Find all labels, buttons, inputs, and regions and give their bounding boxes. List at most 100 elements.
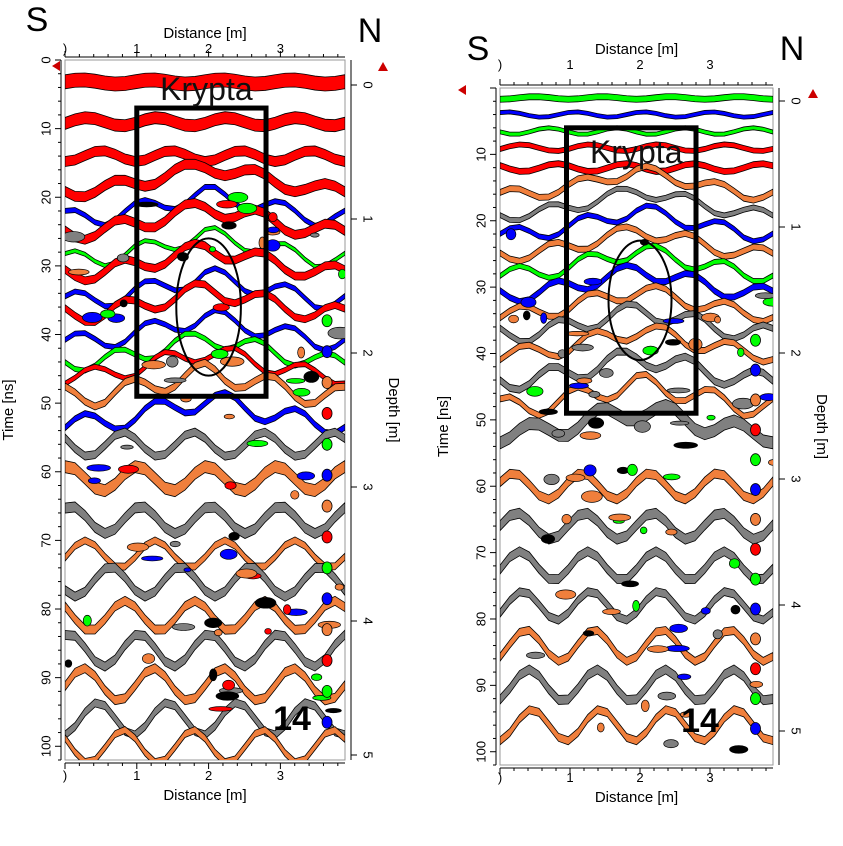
reflection-blob [209,668,218,682]
reflection-blob [579,431,602,440]
reflection-green [500,242,773,284]
time-tick-label: 50 [38,396,53,410]
reflection-gray [65,698,345,740]
reflection-red [65,72,345,92]
reflection-orange [500,625,773,666]
x-tick-label: 2 [205,768,212,783]
x-tick-label: 3 [277,768,284,783]
reflection-blob [679,711,693,718]
reflection-orange [65,595,345,635]
direction-south: S [26,1,49,39]
reflection-blob [657,691,677,701]
x-tick-label: 1 [566,770,573,785]
reflection-blob [662,473,681,481]
reflection-blob [543,473,560,485]
reflection-blob [583,464,597,477]
reflection-blob [665,528,678,536]
reflection-gray [500,664,773,706]
time-tick-label: 10 [473,147,488,161]
reflection-green [500,93,773,103]
reflection-blob [126,542,149,552]
edge-anomaly [321,623,333,637]
reflection-blob [700,607,711,615]
reflection-red [65,198,345,245]
x-tick-label: ) [498,57,502,72]
reflection-blob [303,371,320,383]
x-tick-label: 1 [566,57,573,72]
reflection-blob [290,490,300,500]
reflection-blue [65,265,345,312]
reflection-blob [292,388,311,397]
reflection-blob [759,393,773,401]
reflection-blob [669,623,688,633]
reflection-blob [68,268,90,276]
edge-anomaly [321,345,333,359]
reflection-blob [171,623,196,631]
time-tick-label: 80 [473,612,488,626]
reflection-gray [500,546,773,585]
reflection-blob [297,346,306,359]
time-tick-label: 40 [473,346,488,360]
reflection-blob [626,463,638,476]
reflection-blob [246,439,269,447]
reflection-blob [540,534,556,544]
edge-anomaly [750,453,761,467]
time-tick-label: 60 [38,465,53,479]
marker-left-icon [52,61,60,71]
reflection-blob [296,471,316,481]
reflection-blob [526,386,544,397]
reflection-orange [65,726,345,760]
anomaly-ellipse [175,237,242,377]
depth-tick-label: 1 [789,223,804,230]
depth-axis-label: Depth [m] [813,394,830,459]
reflection-blob [210,349,229,359]
krypta-box [564,125,699,416]
reflection-blob [268,212,278,223]
reflection-blob [583,277,603,286]
time-tick-label: 70 [473,545,488,559]
depth-tick-label: 0 [789,97,804,104]
reflection-blob [565,330,590,337]
edge-anomaly [750,662,761,676]
reflection-blob [169,540,181,548]
reflection-blob [602,608,621,615]
depth-tick-label: 2 [361,349,376,356]
reflection-orange [65,536,345,571]
edge-anomaly [321,468,333,482]
reflection-blob [565,473,586,482]
time-tick-label: 90 [38,670,53,684]
depth-tick-label: 3 [789,475,804,482]
x-axis-label: Distance [m] [595,41,678,58]
edge-anomaly [750,722,761,735]
profile-number: 14 [273,700,311,738]
depth-tick-label: 1 [361,215,376,222]
edge-anomaly [750,692,761,706]
reflection-blob [228,532,240,541]
reflection-blob [581,490,603,503]
direction-north: N [358,12,383,50]
profile-number: 14 [681,702,719,740]
reflection-blob [663,739,679,749]
edge-anomaly [750,333,761,347]
reflection-blob [338,268,345,280]
radargram [500,93,773,754]
marker-right-icon [808,89,818,98]
reflection-blob [706,414,716,421]
reflection-blob [208,706,233,712]
reflection-gray [500,185,773,224]
reflection-gray [500,507,773,545]
krypta-label: Krypta [590,134,683,170]
time-tick-label: 80 [38,602,53,616]
reflection-gray [500,587,773,625]
time-tick-label: 70 [38,533,53,547]
reflection-blob [215,691,240,701]
reflection-blob [216,200,238,209]
reflection-gray [65,562,345,602]
time-tick-label: 100 [473,741,488,763]
marker-left-icon [458,85,466,95]
edge-anomaly [750,572,761,586]
reflection-blob [712,629,723,640]
edge-anomaly [750,363,761,377]
reflection-blob [571,343,594,352]
reflection-orange [65,358,345,411]
